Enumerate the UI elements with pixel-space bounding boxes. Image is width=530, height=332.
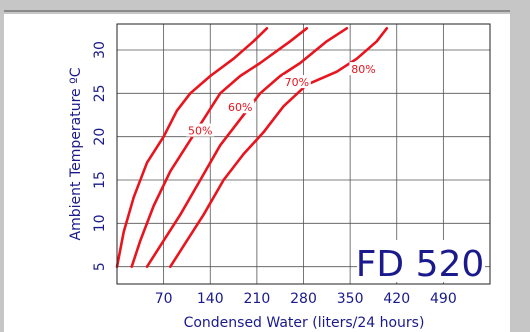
plot-border: [116, 23, 491, 285]
series-label-bg: [349, 62, 378, 76]
y-tick-label: 15: [92, 171, 108, 189]
series-label-bg: [226, 100, 255, 114]
series-label: 60%: [228, 101, 252, 114]
top-divider: [4, 10, 510, 12]
x-tick-label: 70: [155, 291, 173, 307]
series-label: 80%: [351, 63, 375, 76]
series-label: 70%: [285, 76, 309, 89]
y-tick-label: 5: [92, 262, 108, 271]
series-line-70pct: [145, 26, 349, 269]
series-line-80pct: [169, 26, 389, 269]
y-axis-label: Ambient Temperature ºC: [68, 67, 84, 240]
series-line-60pct: [130, 26, 309, 269]
y-tick-label: 30: [92, 41, 108, 59]
x-axis-label: Condensed Water (liters/24 hours): [184, 315, 425, 331]
y-tick-label: 20: [92, 128, 108, 146]
y-tick-label: 25: [92, 84, 108, 102]
axis-layer: 70 140 210 280 350 420 490 5 10 15 20 25 30: [92, 41, 457, 307]
y-tick-label: 10: [92, 214, 108, 232]
series-label: 50%: [188, 125, 212, 138]
annotation-bg: [357, 240, 485, 282]
series-labels: 50% 60% 70% 80%: [186, 62, 378, 138]
x-tick-label: 490: [430, 291, 457, 307]
chart-annotation: FD 520: [356, 244, 485, 285]
x-tick-label: 280: [290, 291, 317, 307]
x-tick-label: 350: [337, 291, 364, 307]
series-layer: [115, 26, 389, 269]
series-label-bg: [186, 123, 215, 137]
x-tick-label: 210: [244, 291, 271, 307]
x-tick-label: 140: [197, 291, 224, 307]
series-label-bg: [282, 75, 311, 89]
x-tick-label: 420: [383, 291, 410, 307]
series-line-50pct: [115, 26, 269, 269]
